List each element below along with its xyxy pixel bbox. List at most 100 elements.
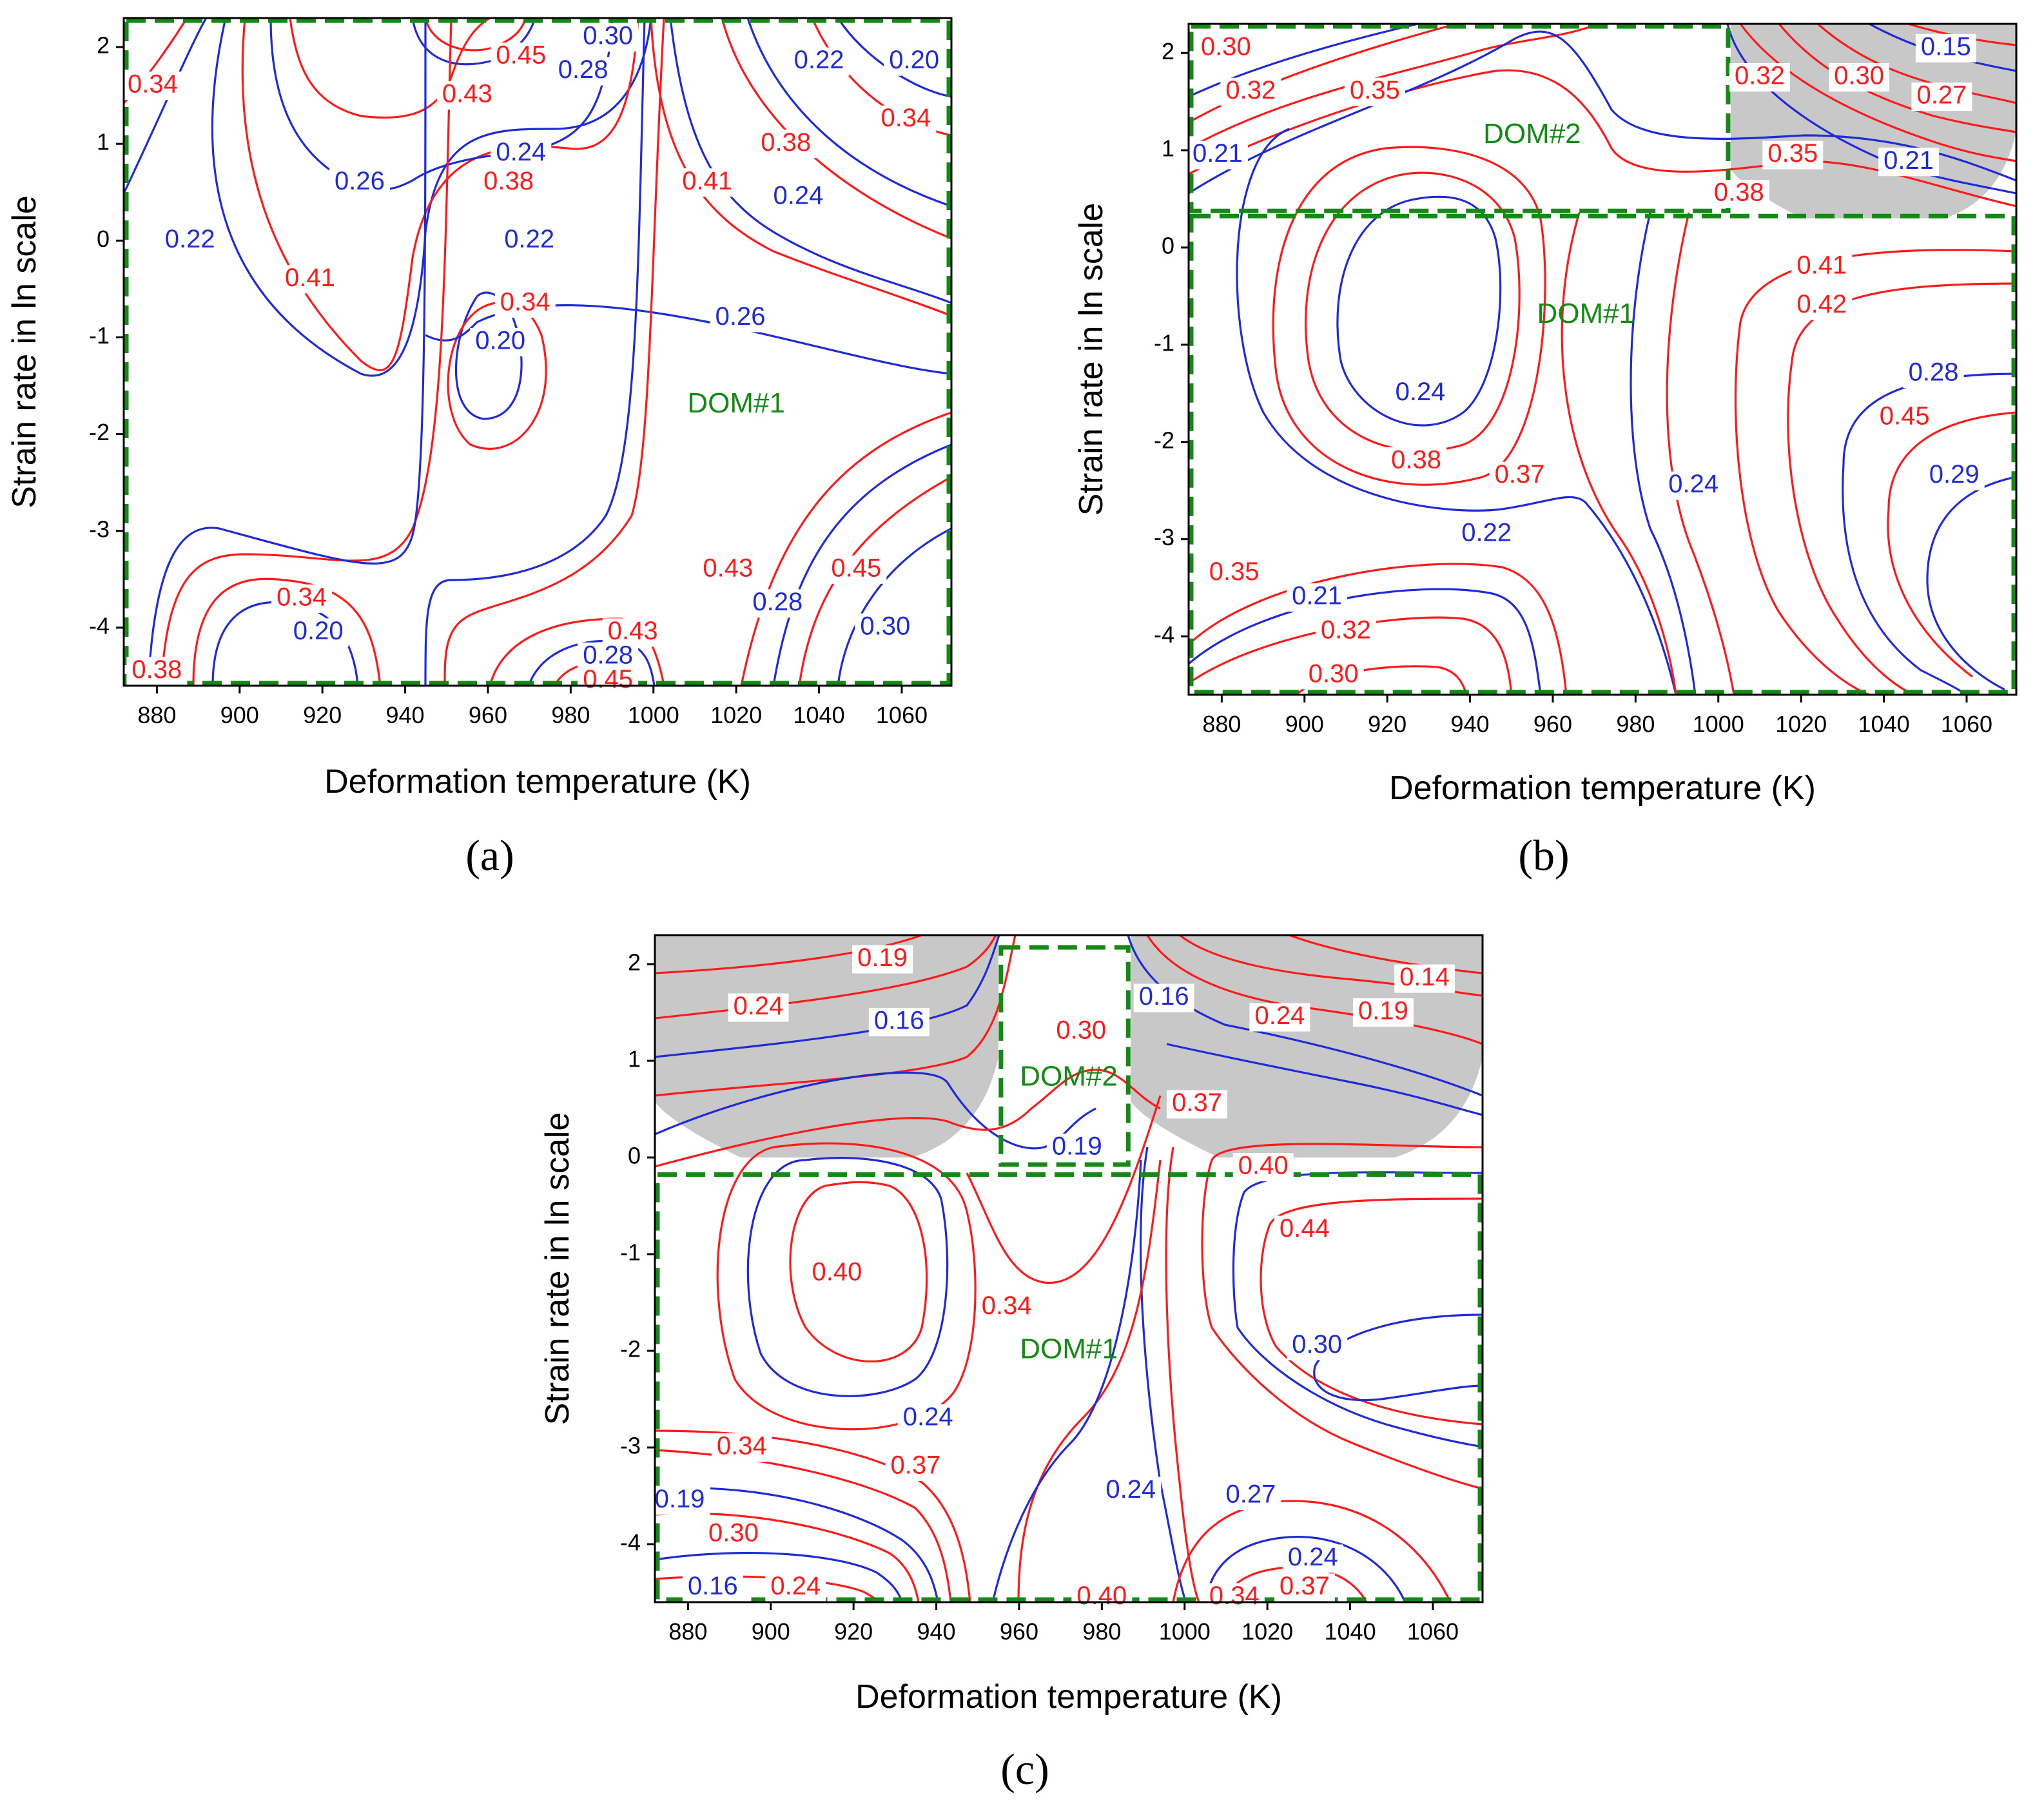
contour-label-bg [1394, 964, 1455, 993]
contour-line-red [1165, 1147, 1200, 1602]
contour-label: 0.45 [1880, 402, 1930, 431]
contour-label-bg [491, 139, 552, 168]
contour-label-bg [976, 1293, 1037, 1322]
y-axis-label: Strain rate in ln scale [539, 1112, 576, 1426]
contour-label: 0.41 [285, 264, 335, 292]
contour-line-blue [147, 18, 427, 686]
contour-label: 0.21 [1192, 139, 1243, 168]
y-axis-label: Strain rate in ln scale [6, 195, 43, 508]
contour-label: 0.24 [1254, 1002, 1305, 1030]
contour-line-red [1289, 935, 1483, 974]
x-tick-label: 1020 [710, 702, 762, 728]
domain-box-dom1 [124, 18, 951, 686]
y-tick-label: -1 [1154, 329, 1174, 356]
contour-label-bg [884, 47, 945, 76]
contour-label: 0.27 [1226, 1480, 1276, 1509]
contour-line-red [1189, 616, 1513, 695]
contour-line-red [655, 935, 1017, 1097]
contour-label-bg [578, 642, 639, 671]
contour-label-bg [875, 105, 937, 134]
contour-label-bg [1195, 34, 1256, 63]
x-tick-label: 920 [834, 1618, 873, 1645]
contour-label-bg [1874, 403, 1935, 432]
x-tick-label: 1000 [1693, 711, 1744, 737]
contour-label-bg [494, 289, 556, 318]
contour-label-bg [126, 657, 188, 686]
contour-label: 0.38 [1714, 179, 1764, 207]
contour-line-red [1666, 212, 1735, 695]
x-tick-label: 880 [1202, 711, 1241, 737]
contour-label: 0.30 [1201, 32, 1251, 61]
contour-label-bg [1232, 1153, 1294, 1181]
contour-label: 0.32 [1225, 76, 1276, 104]
contour-label: 0.43 [703, 554, 753, 582]
y-tick-label: 1 [628, 1046, 641, 1072]
contour-label: 0.21 [1292, 582, 1342, 610]
contour-label: 0.30 [583, 22, 633, 50]
domain-label-dom2: DOM#2 [1020, 1061, 1118, 1092]
y-tick-label: -2 [89, 419, 110, 445]
contour-label: 0.16 [688, 1572, 738, 1600]
contour-line-blue [669, 18, 951, 304]
y-tick-label: 2 [97, 32, 110, 59]
contour-line-red [1017, 1159, 1162, 1602]
contour-line-red [789, 1181, 928, 1362]
contour-label: 0.34 [128, 70, 178, 99]
contour-label-bg [1708, 180, 1769, 209]
contour-line-red [1189, 24, 1599, 150]
contour-label-bg [470, 327, 531, 356]
contour-line-blue [746, 1157, 949, 1397]
contour-label: 0.41 [682, 167, 732, 195]
x-tick-label: 1060 [1941, 711, 1992, 737]
x-tick-label: 960 [1000, 1618, 1038, 1645]
contour-label-bg [279, 265, 340, 294]
contour-label: 0.41 [1796, 251, 1847, 280]
contour-line-red [424, 18, 527, 52]
panel-caption-a: (a) [465, 831, 514, 880]
contour-label: 0.30 [1834, 62, 1884, 90]
y-tick-label: -2 [620, 1336, 641, 1362]
contour-line-red [655, 1069, 1161, 1168]
contour-line-red [655, 935, 922, 974]
y-tick-label: 0 [97, 226, 110, 252]
contour-line-blue [411, 18, 536, 66]
contour-label-bg [578, 23, 639, 52]
contour-label-bg [578, 666, 639, 695]
y-tick-label: -1 [89, 322, 110, 349]
contour-label-bg [868, 1008, 930, 1036]
x-tick-label: 1060 [876, 702, 928, 728]
panel-caption-b: (b) [1518, 831, 1569, 880]
contour-line-blue [655, 1487, 939, 1602]
contour-label-bg [1829, 63, 1890, 92]
contour-label: 0.14 [1399, 963, 1450, 991]
y-tick-label: -4 [1154, 621, 1174, 648]
x-tick-label: 940 [917, 1618, 956, 1645]
contour-label: 0.30 [1056, 1016, 1106, 1045]
domain-box-dom1 [655, 1172, 1483, 1602]
contour-label-bg [1100, 1476, 1162, 1505]
contour-line-blue [991, 1159, 1142, 1602]
contour-label-bg [1352, 998, 1414, 1027]
contour-label: 0.45 [831, 554, 881, 582]
y-tick-label: 1 [1162, 135, 1174, 162]
contour-label-bg [1791, 253, 1853, 282]
contour-label-bg [159, 226, 220, 255]
contour-label-bg [1390, 379, 1451, 408]
contour-label: 0.34 [982, 1292, 1032, 1320]
contour-line-red [966, 1095, 1162, 1284]
contour-line-red [1787, 282, 2016, 695]
x-tick-label: 980 [551, 702, 590, 728]
contour-label-bg [499, 226, 560, 255]
contour-label-bg [755, 130, 817, 159]
contour-label: 0.34 [717, 1432, 767, 1460]
contour-line-blue [1139, 1147, 1187, 1602]
domain-label-dom1: DOM#1 [687, 387, 785, 419]
contour-label: 0.43 [608, 617, 658, 645]
contour-label: 0.26 [335, 167, 385, 195]
contour-label: 0.19 [857, 944, 908, 972]
contour-label: 0.38 [761, 128, 811, 157]
contour-line-red [740, 411, 951, 686]
contour-label: 0.34 [500, 287, 550, 316]
contour-label-bg [478, 168, 540, 197]
x-tick-label: 1000 [628, 702, 679, 728]
